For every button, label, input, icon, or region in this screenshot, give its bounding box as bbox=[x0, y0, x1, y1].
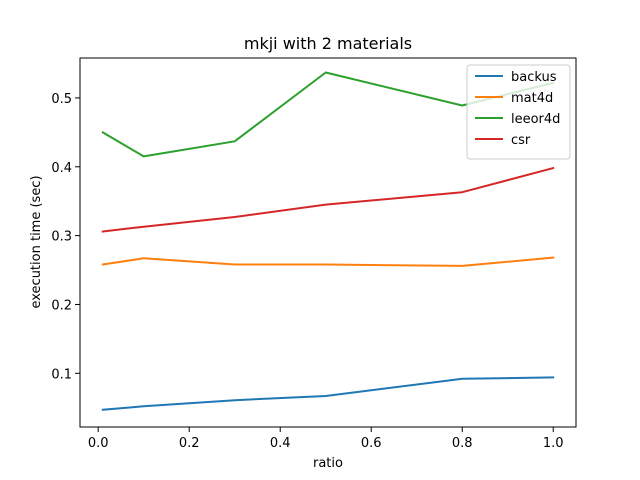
y-tick-label: 0.2 bbox=[51, 298, 72, 313]
x-tick-label: 0.8 bbox=[452, 436, 473, 451]
plot-frame bbox=[79, 57, 577, 428]
y-tick-label: 0.4 bbox=[51, 161, 72, 176]
x-axis-label: ratio bbox=[313, 456, 343, 471]
chart-title: mkji with 2 materials bbox=[244, 34, 412, 53]
legend-label-backus: backus bbox=[511, 70, 557, 85]
x-tick-label: 1.0 bbox=[543, 436, 564, 451]
series-line-csr bbox=[101, 166, 555, 233]
x-tick-label: 0.2 bbox=[179, 436, 200, 451]
legend-label-csr: csr bbox=[511, 133, 531, 148]
series-layer bbox=[101, 71, 555, 411]
legend-label-leeor4d: leeor4d bbox=[511, 112, 560, 127]
y-tick-label: 0.1 bbox=[51, 367, 72, 382]
y-axis-label: execution time (sec) bbox=[29, 175, 44, 308]
x-tick-label: 0.6 bbox=[361, 436, 382, 451]
y-tick-label: 0.3 bbox=[51, 230, 72, 245]
legend-frame bbox=[466, 64, 571, 160]
y-axis-ticks: 0.1 0.2 0.3 0.4 0.5 bbox=[51, 92, 80, 382]
x-tick-label: 0.4 bbox=[270, 436, 291, 451]
legend: backus mat4d leeor4d csr bbox=[466, 64, 571, 160]
y-tick-label: 0.5 bbox=[51, 92, 72, 107]
x-axis-ticks: 0.0 0.2 0.4 0.6 0.8 1.0 bbox=[88, 427, 564, 451]
series-line-backus bbox=[101, 376, 555, 411]
legend-label-mat4d: mat4d bbox=[511, 91, 553, 106]
series-line-mat4d bbox=[101, 256, 555, 267]
x-tick-label: 0.0 bbox=[88, 436, 109, 451]
